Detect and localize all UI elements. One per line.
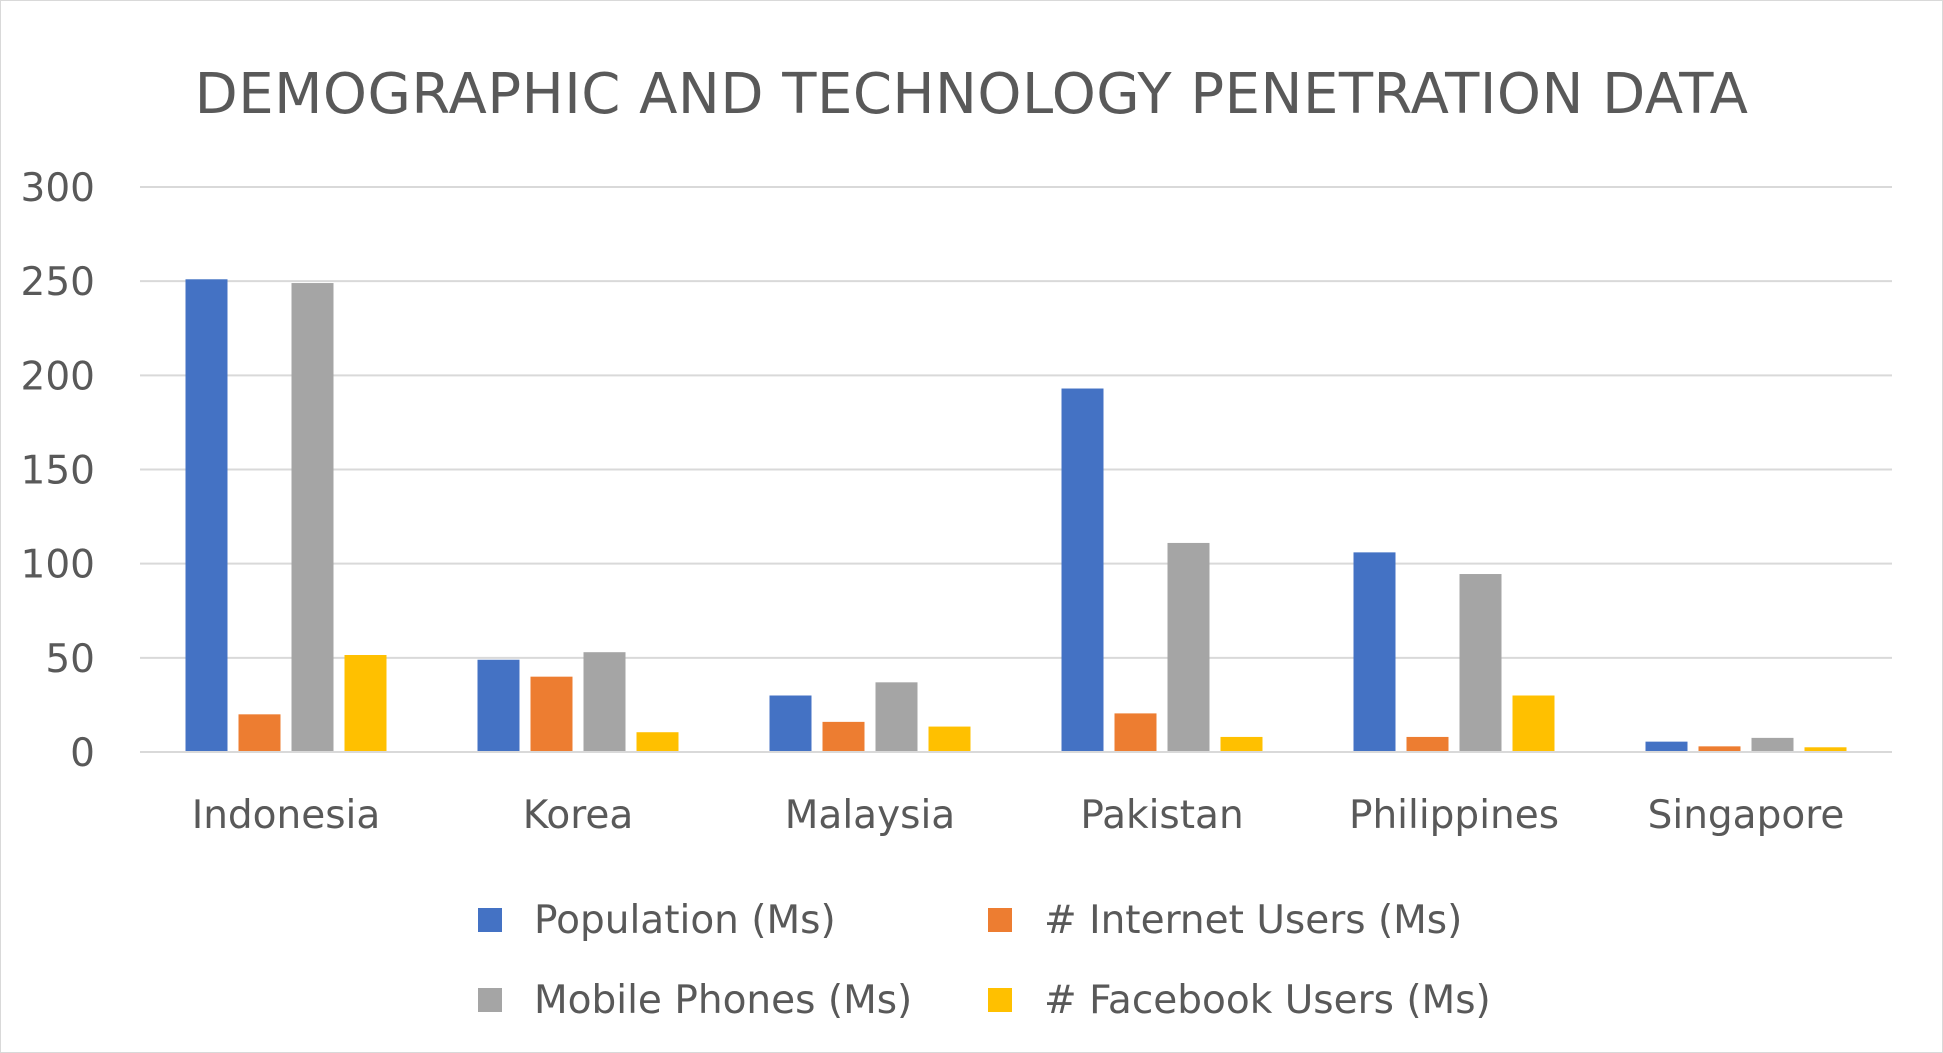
bar-indonesia-series-3 — [344, 655, 387, 752]
bar-singapore-series-1 — [1698, 746, 1741, 752]
legend-swatch-facebook-users — [988, 988, 1012, 1012]
bar-singapore-series-0 — [1645, 741, 1688, 752]
legend-swatch-internet-users — [988, 908, 1012, 932]
x-category-label: Philippines — [1349, 793, 1559, 838]
y-tick-label: 150 — [21, 449, 95, 494]
y-tick-label: 50 — [45, 637, 95, 682]
bar-pakistan-series-3 — [1220, 736, 1263, 752]
bar-philippines-series-0 — [1353, 552, 1396, 752]
legend-label-population: Population (Ms) — [534, 897, 836, 943]
legend-item-internet-users: # Internet Users (Ms) — [988, 880, 1508, 960]
x-category-label: Indonesia — [192, 793, 381, 838]
bar-malaysia-series-0 — [769, 695, 812, 752]
legend-item-mobile-phones: Mobile Phones (Ms) — [478, 960, 988, 1040]
y-tick-label: 100 — [21, 543, 95, 588]
x-category-label: Pakistan — [1080, 793, 1243, 838]
legend: Population (Ms) # Internet Users (Ms) Mo… — [478, 880, 1578, 1040]
gridlines — [140, 186, 1892, 753]
y-tick-label: 250 — [21, 260, 95, 305]
x-axis-categories: Indonesia Korea Malaysia Pakistan Philippine… — [192, 793, 1845, 838]
y-tick-label: 300 — [21, 166, 95, 211]
bar-indonesia-series-2 — [291, 283, 334, 752]
x-category-label: Korea — [523, 793, 634, 838]
legend-item-facebook-users: # Facebook Users (Ms) — [988, 960, 1508, 1040]
bar-malaysia-series-1 — [822, 721, 865, 752]
legend-label-internet-users: # Internet Users (Ms) — [1044, 897, 1463, 943]
legend-swatch-mobile-phones — [478, 988, 502, 1012]
bar-korea-series-0 — [477, 659, 520, 752]
y-tick-label: 200 — [21, 354, 95, 399]
bar-pakistan-series-0 — [1061, 388, 1104, 752]
bar-indonesia-series-0 — [185, 279, 228, 752]
x-category-label: Singapore — [1648, 793, 1845, 838]
bar-korea-series-3 — [636, 732, 679, 752]
bar-philippines-series-1 — [1406, 736, 1449, 752]
bar-indonesia-series-1 — [238, 714, 281, 752]
bar-pakistan-series-1 — [1114, 713, 1157, 752]
chart-title: DEMOGRAPHIC AND TECHNOLOGY PENETRATION D… — [194, 62, 1749, 127]
bar-singapore-series-3 — [1804, 747, 1847, 752]
y-tick-label: 0 — [70, 731, 95, 776]
y-axis-ticks: 0 50 100 150 200 250 300 — [21, 166, 95, 776]
legend-item-population: Population (Ms) — [478, 880, 988, 960]
bar-pakistan-series-2 — [1167, 542, 1210, 752]
bar-philippines-series-2 — [1459, 574, 1502, 752]
bar-singapore-series-2 — [1751, 737, 1794, 752]
bar-malaysia-series-3 — [928, 726, 971, 752]
legend-label-mobile-phones: Mobile Phones (Ms) — [534, 977, 913, 1023]
bar-korea-series-1 — [530, 676, 573, 752]
x-category-label: Malaysia — [785, 793, 955, 838]
bar-philippines-series-3 — [1512, 695, 1555, 752]
legend-label-facebook-users: # Facebook Users (Ms) — [1044, 977, 1491, 1023]
legend-swatch-population — [478, 908, 502, 932]
bars — [185, 279, 1847, 752]
bar-korea-series-2 — [583, 652, 626, 752]
bar-malaysia-series-2 — [875, 682, 918, 752]
